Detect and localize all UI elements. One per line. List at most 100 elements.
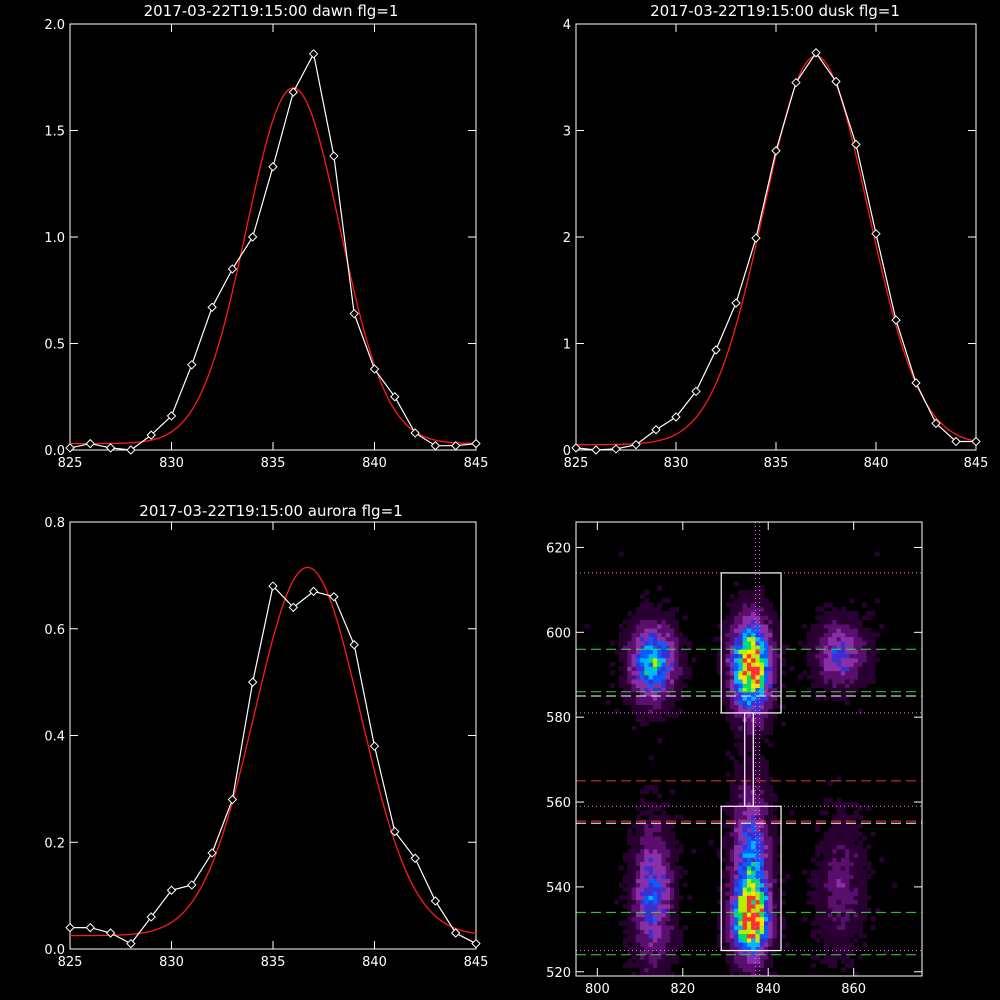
heatmap-cell bbox=[661, 628, 667, 633]
heatmap-cell bbox=[866, 628, 872, 633]
heatmap-cell bbox=[875, 632, 880, 638]
heatmap-cell bbox=[725, 712, 731, 718]
heatmap-cell bbox=[836, 628, 842, 633]
heatmap-cell bbox=[772, 882, 778, 888]
heatmap-cell bbox=[764, 874, 769, 879]
heatmap-cell bbox=[840, 920, 846, 926]
heatmap-cell bbox=[729, 717, 735, 722]
heatmap-cell bbox=[764, 623, 769, 629]
heatmap-cell bbox=[836, 903, 842, 909]
heatmap-cell bbox=[840, 691, 846, 697]
heatmap-cell bbox=[853, 653, 859, 659]
heatmap-cell bbox=[665, 942, 671, 947]
heatmap-cell bbox=[853, 946, 859, 952]
heatmap-cell bbox=[879, 623, 885, 629]
heatmap-cell bbox=[631, 700, 637, 705]
heatmap-cell bbox=[584, 623, 590, 629]
heatmap-cell bbox=[819, 848, 825, 854]
heatmap-cell bbox=[836, 645, 842, 650]
heatmap-cell bbox=[661, 717, 667, 722]
heatmap-cell bbox=[738, 827, 744, 833]
heatmap-cell bbox=[751, 831, 756, 837]
heatmap-cell bbox=[652, 933, 658, 939]
heatmap-cell bbox=[657, 738, 663, 744]
heatmap-cell bbox=[823, 946, 829, 952]
dawn-data-point bbox=[471, 438, 481, 449]
heatmap-cell bbox=[857, 920, 863, 926]
heatmap-cell bbox=[764, 878, 769, 884]
heatmap-cell bbox=[772, 683, 778, 688]
heatmap-cell bbox=[648, 640, 654, 646]
heatmap-cell bbox=[759, 585, 765, 591]
dawn-data-point bbox=[207, 302, 217, 312]
heatmap-cell bbox=[734, 734, 739, 739]
heatmap-cell bbox=[657, 623, 663, 629]
heatmap-cell bbox=[764, 785, 769, 790]
dusk-y-tick-label: 0 bbox=[563, 444, 571, 459]
heatmap-cell bbox=[849, 869, 855, 875]
heatmap-cell bbox=[742, 967, 748, 973]
heatmap-cell bbox=[665, 971, 671, 977]
aurora-data-point bbox=[329, 592, 339, 602]
heatmap-cell bbox=[631, 853, 637, 858]
heatmap-cell bbox=[627, 670, 633, 676]
heatmap-cell bbox=[849, 874, 855, 879]
heatmap-cell bbox=[755, 967, 761, 973]
heatmap-cell bbox=[759, 853, 765, 858]
heatmap-cell bbox=[755, 589, 761, 595]
heatmap-cell bbox=[802, 916, 808, 922]
heatmap-cell bbox=[751, 844, 756, 850]
heatmap-cell bbox=[751, 836, 756, 841]
heatmap-cell bbox=[755, 717, 761, 722]
heatmap-cell bbox=[729, 937, 735, 943]
heatmap-cell bbox=[776, 853, 782, 858]
heatmap-cell bbox=[734, 937, 739, 943]
heatmap-cell bbox=[840, 823, 846, 829]
heatmap-cell bbox=[746, 925, 752, 930]
heatmap-cell bbox=[772, 679, 778, 684]
heatmap-cell bbox=[810, 623, 816, 629]
heatmap-cell bbox=[746, 691, 752, 697]
heatmap-cell bbox=[678, 640, 684, 646]
heatmap-cell bbox=[670, 679, 675, 684]
heatmap-cell bbox=[721, 857, 727, 862]
heatmap-cell bbox=[635, 891, 641, 896]
heatmap-cell bbox=[648, 602, 654, 608]
heatmap-cell bbox=[755, 844, 761, 850]
heatmap-cell bbox=[815, 606, 821, 612]
heatmap-cell bbox=[734, 628, 739, 633]
heatmap-cell bbox=[857, 708, 863, 714]
heatmap-cell bbox=[670, 712, 675, 718]
heatmap-cell bbox=[670, 848, 675, 854]
heatmap-cell bbox=[870, 636, 876, 642]
heatmap-cell bbox=[755, 632, 761, 638]
heatmap-cell bbox=[661, 802, 667, 807]
heatmap-cell bbox=[828, 857, 833, 862]
heatmap-cell bbox=[678, 933, 684, 939]
heatmap-cell bbox=[768, 789, 774, 795]
heatmap-cell bbox=[832, 891, 838, 896]
heatmap-cell bbox=[670, 615, 675, 621]
heatmap-cell bbox=[819, 636, 825, 642]
heatmap-cell bbox=[776, 946, 782, 952]
heatmap-cell bbox=[828, 683, 833, 688]
heatmap-cell bbox=[849, 959, 855, 964]
heatmap-cell bbox=[644, 789, 650, 795]
heatmap-cell bbox=[815, 899, 821, 905]
heatmap-cell bbox=[665, 937, 671, 943]
heatmap-cell bbox=[819, 649, 825, 655]
heatmap-cell bbox=[755, 903, 761, 909]
heatmap-cell bbox=[781, 649, 786, 655]
heatmap-cell bbox=[631, 861, 637, 867]
heatmap-cell bbox=[862, 628, 868, 633]
heatmap-cell bbox=[764, 632, 769, 638]
heatmap-cell bbox=[772, 840, 778, 845]
heatmap-cell bbox=[623, 662, 628, 667]
heatmap-cell bbox=[635, 666, 641, 672]
heatmap-cell bbox=[627, 908, 633, 913]
heatmap-cell bbox=[845, 963, 850, 969]
heatmap-cell bbox=[772, 814, 778, 820]
heatmap-cell bbox=[644, 823, 650, 829]
heatmap-cell bbox=[751, 963, 756, 969]
heatmap-cell bbox=[862, 632, 868, 638]
